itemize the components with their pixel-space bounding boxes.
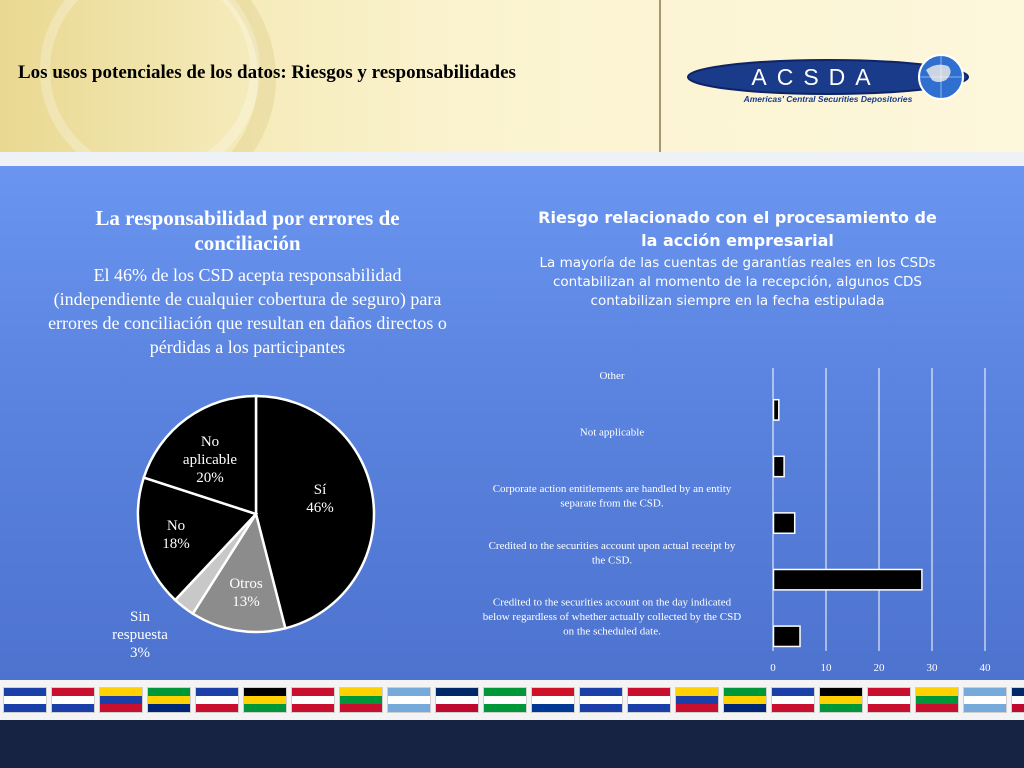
country-flag	[100, 688, 142, 712]
country-flag	[484, 688, 526, 712]
bar-1	[772, 398, 780, 421]
page-title: Los usos potenciales de los datos: Riesg…	[18, 62, 516, 83]
footer-bar	[0, 720, 1024, 768]
country-flag	[4, 688, 46, 712]
globe-icon	[918, 54, 964, 100]
country-flag	[196, 688, 238, 712]
bar-category-label-3: separate from the CSD.	[560, 498, 663, 510]
header-banner: Los usos potenciales de los datos: Riesg…	[0, 0, 1024, 152]
pie-label-no-aplicable-value: 20%	[196, 470, 224, 486]
bar-chart: 0 10 20 30 40 Other Not applicable Corporate ac…	[483, 368, 992, 674]
bar-4	[772, 568, 923, 591]
country-flag	[388, 688, 430, 712]
country-flag	[964, 688, 1006, 712]
bar-5	[772, 625, 801, 648]
country-flag	[148, 688, 190, 712]
left-chart-description: El 46% de los CSD acepta responsabilidad…	[48, 265, 447, 357]
x-tick-label-40: 40	[980, 662, 992, 674]
bar-category-label-2: Not applicable	[580, 427, 645, 439]
pie-label-no-value: 18%	[162, 536, 190, 552]
pie-label-no-aplicable-text: aplicable	[183, 452, 237, 468]
bar-2	[772, 455, 785, 478]
pie-label-si-value: 46%	[306, 500, 334, 516]
x-tick-label-30: 30	[927, 662, 939, 674]
bar-3	[772, 512, 796, 535]
pie-label-no-aplicable-text: No	[201, 434, 219, 450]
pie-label-sin-respuesta-text: Sin	[130, 609, 151, 625]
country-flag	[532, 688, 574, 712]
x-tick-label-20: 20	[874, 662, 886, 674]
bar-category-label-5: Credited to the securities account on th…	[493, 596, 732, 608]
pie-label-sin-respuesta-value: 3%	[130, 645, 150, 661]
bar-category-label-1: Other	[599, 370, 624, 382]
country-flag	[292, 688, 334, 712]
pie-chart: Sí 46% Otros 13% Sin respuesta 3% No 18% No aplica…	[112, 394, 376, 661]
bar-category-label-5: on the scheduled date.	[563, 625, 661, 637]
country-flag	[52, 688, 94, 712]
x-tick-label-0: 0	[770, 662, 776, 674]
logo-subtext: Americas' Central Securities Depositorie…	[743, 94, 913, 104]
country-flag	[772, 688, 814, 712]
country-flag	[676, 688, 718, 712]
country-flag	[580, 688, 622, 712]
header-separator	[0, 152, 1024, 166]
country-flag	[436, 688, 478, 712]
header-decoration-ring	[40, 0, 260, 152]
left-chart-title: La responsabilidad por errores de concil…	[95, 206, 400, 255]
acsda-logo: ACSDA Americas' Central Securities Depos…	[687, 54, 969, 104]
country-flag	[244, 688, 286, 712]
bar-category-label-3: Corporate action entitlements are handle…	[493, 483, 732, 495]
pie-label-otros-value: 13%	[232, 594, 260, 610]
right-chart-description: La mayoría de las cuentas de garantías r…	[539, 255, 936, 309]
pie-slice-si	[254, 394, 376, 630]
bar-category-label-5: below regardless of whether actually col…	[483, 611, 741, 623]
logo-text: ACSDA	[751, 64, 880, 90]
country-flag	[868, 688, 910, 712]
pie-label-si-text: Sí	[314, 482, 327, 498]
bar-category-label-4: the CSD.	[592, 554, 633, 566]
flags-strip	[0, 680, 1024, 720]
country-flag	[1012, 688, 1024, 712]
country-flag	[628, 688, 670, 712]
country-flag	[916, 688, 958, 712]
pie-slice-no-aplicable	[142, 394, 258, 516]
content-panel: La responsabilidad por errores de concil…	[0, 166, 1024, 680]
country-flag	[340, 688, 382, 712]
pie-label-otros-text: Otros	[229, 576, 262, 592]
pie-slice-otros	[191, 510, 287, 634]
bar-category-label-4: Credited to the securities account upon …	[489, 540, 736, 552]
country-flag	[724, 688, 766, 712]
right-chart-title: Riesgo relacionado con el procesamiento …	[538, 208, 937, 250]
pie-label-sin-respuesta-text: respuesta	[112, 627, 168, 643]
country-flag	[820, 688, 862, 712]
header-divider	[659, 0, 661, 152]
pie-label-no-text: No	[167, 518, 185, 534]
pie-slice-no	[136, 475, 259, 602]
x-tick-label-10: 10	[821, 662, 833, 674]
